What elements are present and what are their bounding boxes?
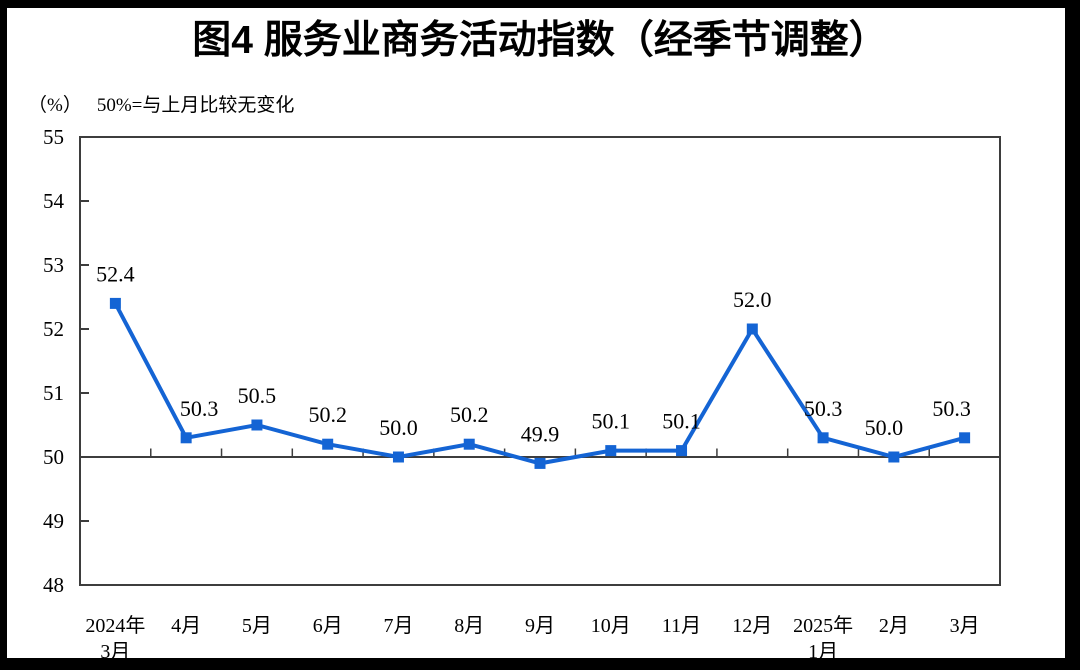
data-point-marker: [676, 445, 688, 457]
x-category-label: 3月: [950, 615, 980, 637]
data-point-marker: [605, 445, 617, 457]
y-tick-label: 54: [43, 189, 65, 213]
data-point-marker: [463, 438, 475, 450]
data-point-marker: [180, 432, 192, 444]
plot-frame: [79, 136, 1001, 586]
x-category-label: 2月: [879, 615, 909, 637]
x-category-label: 5月: [242, 615, 272, 637]
data-label: 50.0: [379, 415, 418, 440]
data-label: 50.1: [662, 409, 701, 434]
y-tick-label: 49: [43, 509, 64, 533]
axis-unit-note: （%） 50%=与上月比较无变化: [28, 90, 294, 117]
data-label: 50.1: [592, 409, 631, 434]
y-tick-label: 48: [43, 573, 64, 597]
data-point-marker: [109, 297, 121, 309]
y-tick-label: 52: [43, 317, 64, 341]
y-tick-label: 55: [43, 125, 64, 149]
chart-title: 图4 服务业商务活动指数（经季节调整）: [192, 19, 888, 62]
x-category-label: 9月: [525, 615, 555, 637]
baseline-note: 50%=与上月比较无变化: [96, 95, 295, 116]
x-category-label: 6月: [313, 615, 343, 637]
data-label: 50.2: [308, 402, 347, 427]
data-label: 50.0: [865, 415, 904, 440]
y-tick-label: 50: [43, 445, 64, 469]
data-label: 50.5: [238, 383, 277, 408]
x-category-label: 11月: [662, 615, 701, 637]
data-label: 50.3: [932, 396, 971, 421]
y-tick-label: 51: [43, 381, 64, 405]
data-point-marker: [817, 432, 829, 444]
chart-canvas: [7, 8, 1065, 658]
data-label: 52.4: [96, 261, 135, 286]
data-label: 50.3: [180, 396, 219, 421]
data-point-marker: [322, 438, 334, 450]
x-category-label: 3月: [100, 641, 130, 663]
x-category-label: 2025年: [793, 614, 853, 637]
x-category-label: 12月: [732, 615, 772, 637]
y-axis-unit-label: （%）: [28, 95, 82, 116]
x-category-label: 1月: [808, 641, 838, 663]
y-tick-label: 53: [43, 253, 64, 277]
x-category-label: 2024年: [85, 614, 145, 637]
data-point-marker: [534, 457, 546, 469]
data-label: 49.9: [521, 421, 560, 446]
data-point-marker: [746, 323, 758, 335]
data-label: 52.0: [733, 287, 772, 312]
x-category-label: 4月: [171, 615, 201, 637]
x-category-label: 10月: [591, 615, 631, 637]
data-label: 50.2: [450, 402, 489, 427]
data-point-marker: [392, 451, 404, 463]
data-point-marker: [959, 432, 971, 444]
data-label: 50.3: [804, 396, 843, 421]
x-category-label: 7月: [383, 615, 413, 637]
data-point-marker: [251, 419, 263, 431]
data-point-marker: [888, 451, 900, 463]
x-category-label: 8月: [454, 615, 484, 637]
